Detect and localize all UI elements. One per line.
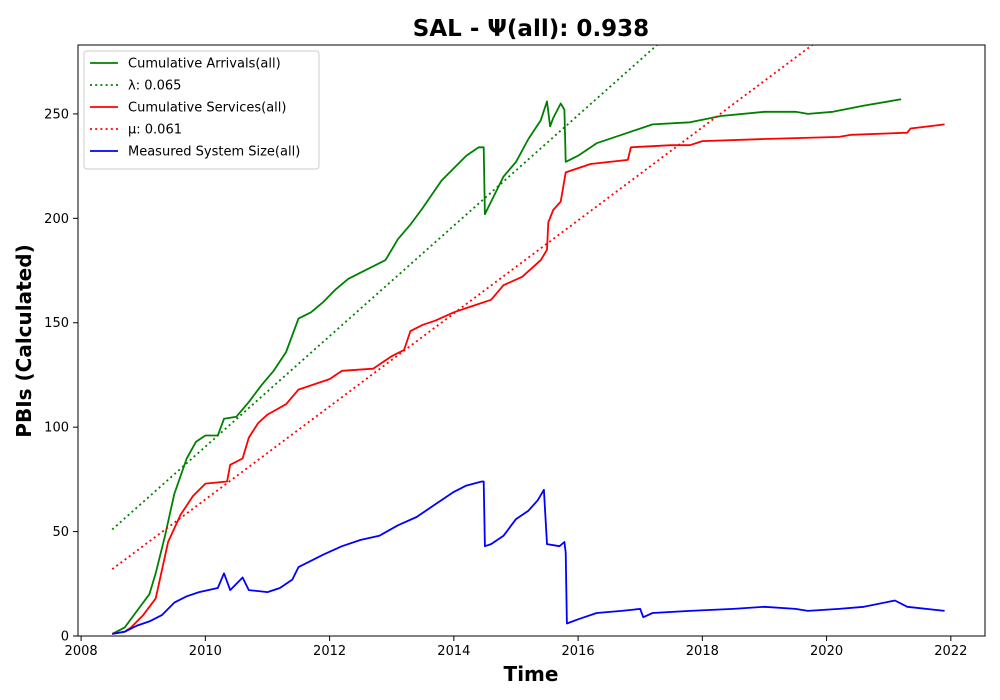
legend: Cumulative Arrivals(all) λ: 0.065 Cumulati…: [83, 50, 320, 170]
x-axis-title: Time: [504, 662, 559, 686]
y-tick-label: 50: [52, 525, 69, 540]
x-tick-label: 2012: [313, 644, 346, 659]
chart-title: SAL - Ψ(all): 0.938: [413, 16, 649, 42]
x-tick-label: 2014: [437, 644, 470, 659]
series-layer: [111, 45, 945, 635]
series-line-4: [112, 480, 945, 635]
series-line-0: [111, 98, 902, 635]
x-tick-label: 2008: [65, 644, 98, 659]
series-line-1: [111, 45, 658, 531]
legend-label: Cumulative Services(all): [128, 101, 286, 116]
series-line-3: [111, 45, 813, 570]
y-tick-label: 250: [44, 107, 69, 122]
legend-label: μ: 0.061: [128, 123, 182, 138]
legend-label: λ: 0.065: [128, 79, 181, 94]
x-tick-label: 2022: [934, 644, 967, 659]
y-axis-title: PBIs (Calculated): [12, 244, 36, 437]
x-tick-label: 2018: [686, 644, 719, 659]
x-tick-label: 2020: [810, 644, 843, 659]
x-tick-label: 2016: [562, 644, 595, 659]
series-line-2: [112, 123, 945, 635]
legend-box: [83, 50, 320, 170]
y-tick-label: 0: [61, 630, 69, 645]
y-tick-label: 200: [44, 212, 69, 227]
legend-label: Measured System Size(all): [128, 145, 300, 160]
plot-frame: [77, 44, 986, 637]
legend-label: Cumulative Arrivals(all): [128, 57, 281, 72]
y-tick-label: 150: [44, 316, 69, 331]
x-tick-label: 2010: [189, 644, 222, 659]
y-tick-label: 100: [44, 421, 69, 436]
axis-ticks: 2008 2010 2012 2014 2016 2018 2020 2022 0 50 100 15…: [44, 107, 967, 659]
